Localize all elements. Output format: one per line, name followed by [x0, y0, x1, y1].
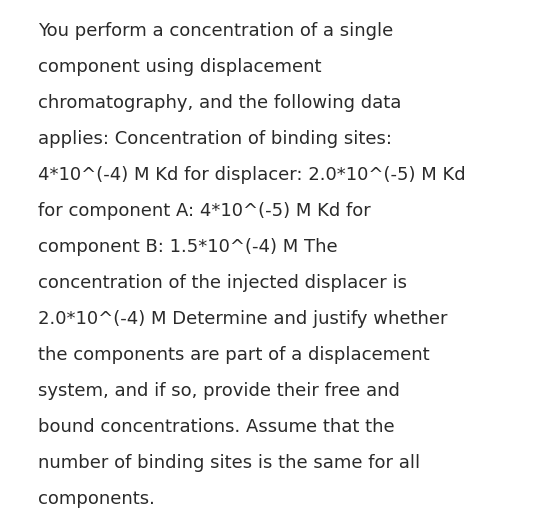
Text: component B: 1.5*10^(-4) M The: component B: 1.5*10^(-4) M The [38, 238, 338, 256]
Text: 4*10^(-4) M Kd for displacer: 2.0*10^(-5) M Kd: 4*10^(-4) M Kd for displacer: 2.0*10^(-5… [38, 166, 465, 184]
Text: for component A: 4*10^(-5) M Kd for: for component A: 4*10^(-5) M Kd for [38, 202, 371, 220]
Text: components.: components. [38, 490, 155, 508]
Text: component using displacement: component using displacement [38, 58, 321, 76]
Text: the components are part of a displacement: the components are part of a displacemen… [38, 346, 430, 364]
Text: system, and if so, provide their free and: system, and if so, provide their free an… [38, 382, 400, 400]
Text: chromatography, and the following data: chromatography, and the following data [38, 94, 401, 112]
Text: You perform a concentration of a single: You perform a concentration of a single [38, 22, 393, 40]
Text: number of binding sites is the same for all: number of binding sites is the same for … [38, 454, 420, 472]
Text: applies: Concentration of binding sites:: applies: Concentration of binding sites: [38, 130, 392, 148]
Text: bound concentrations. Assume that the: bound concentrations. Assume that the [38, 418, 395, 436]
Text: 2.0*10^(-4) M Determine and justify whether: 2.0*10^(-4) M Determine and justify whet… [38, 310, 448, 328]
Text: concentration of the injected displacer is: concentration of the injected displacer … [38, 274, 407, 292]
